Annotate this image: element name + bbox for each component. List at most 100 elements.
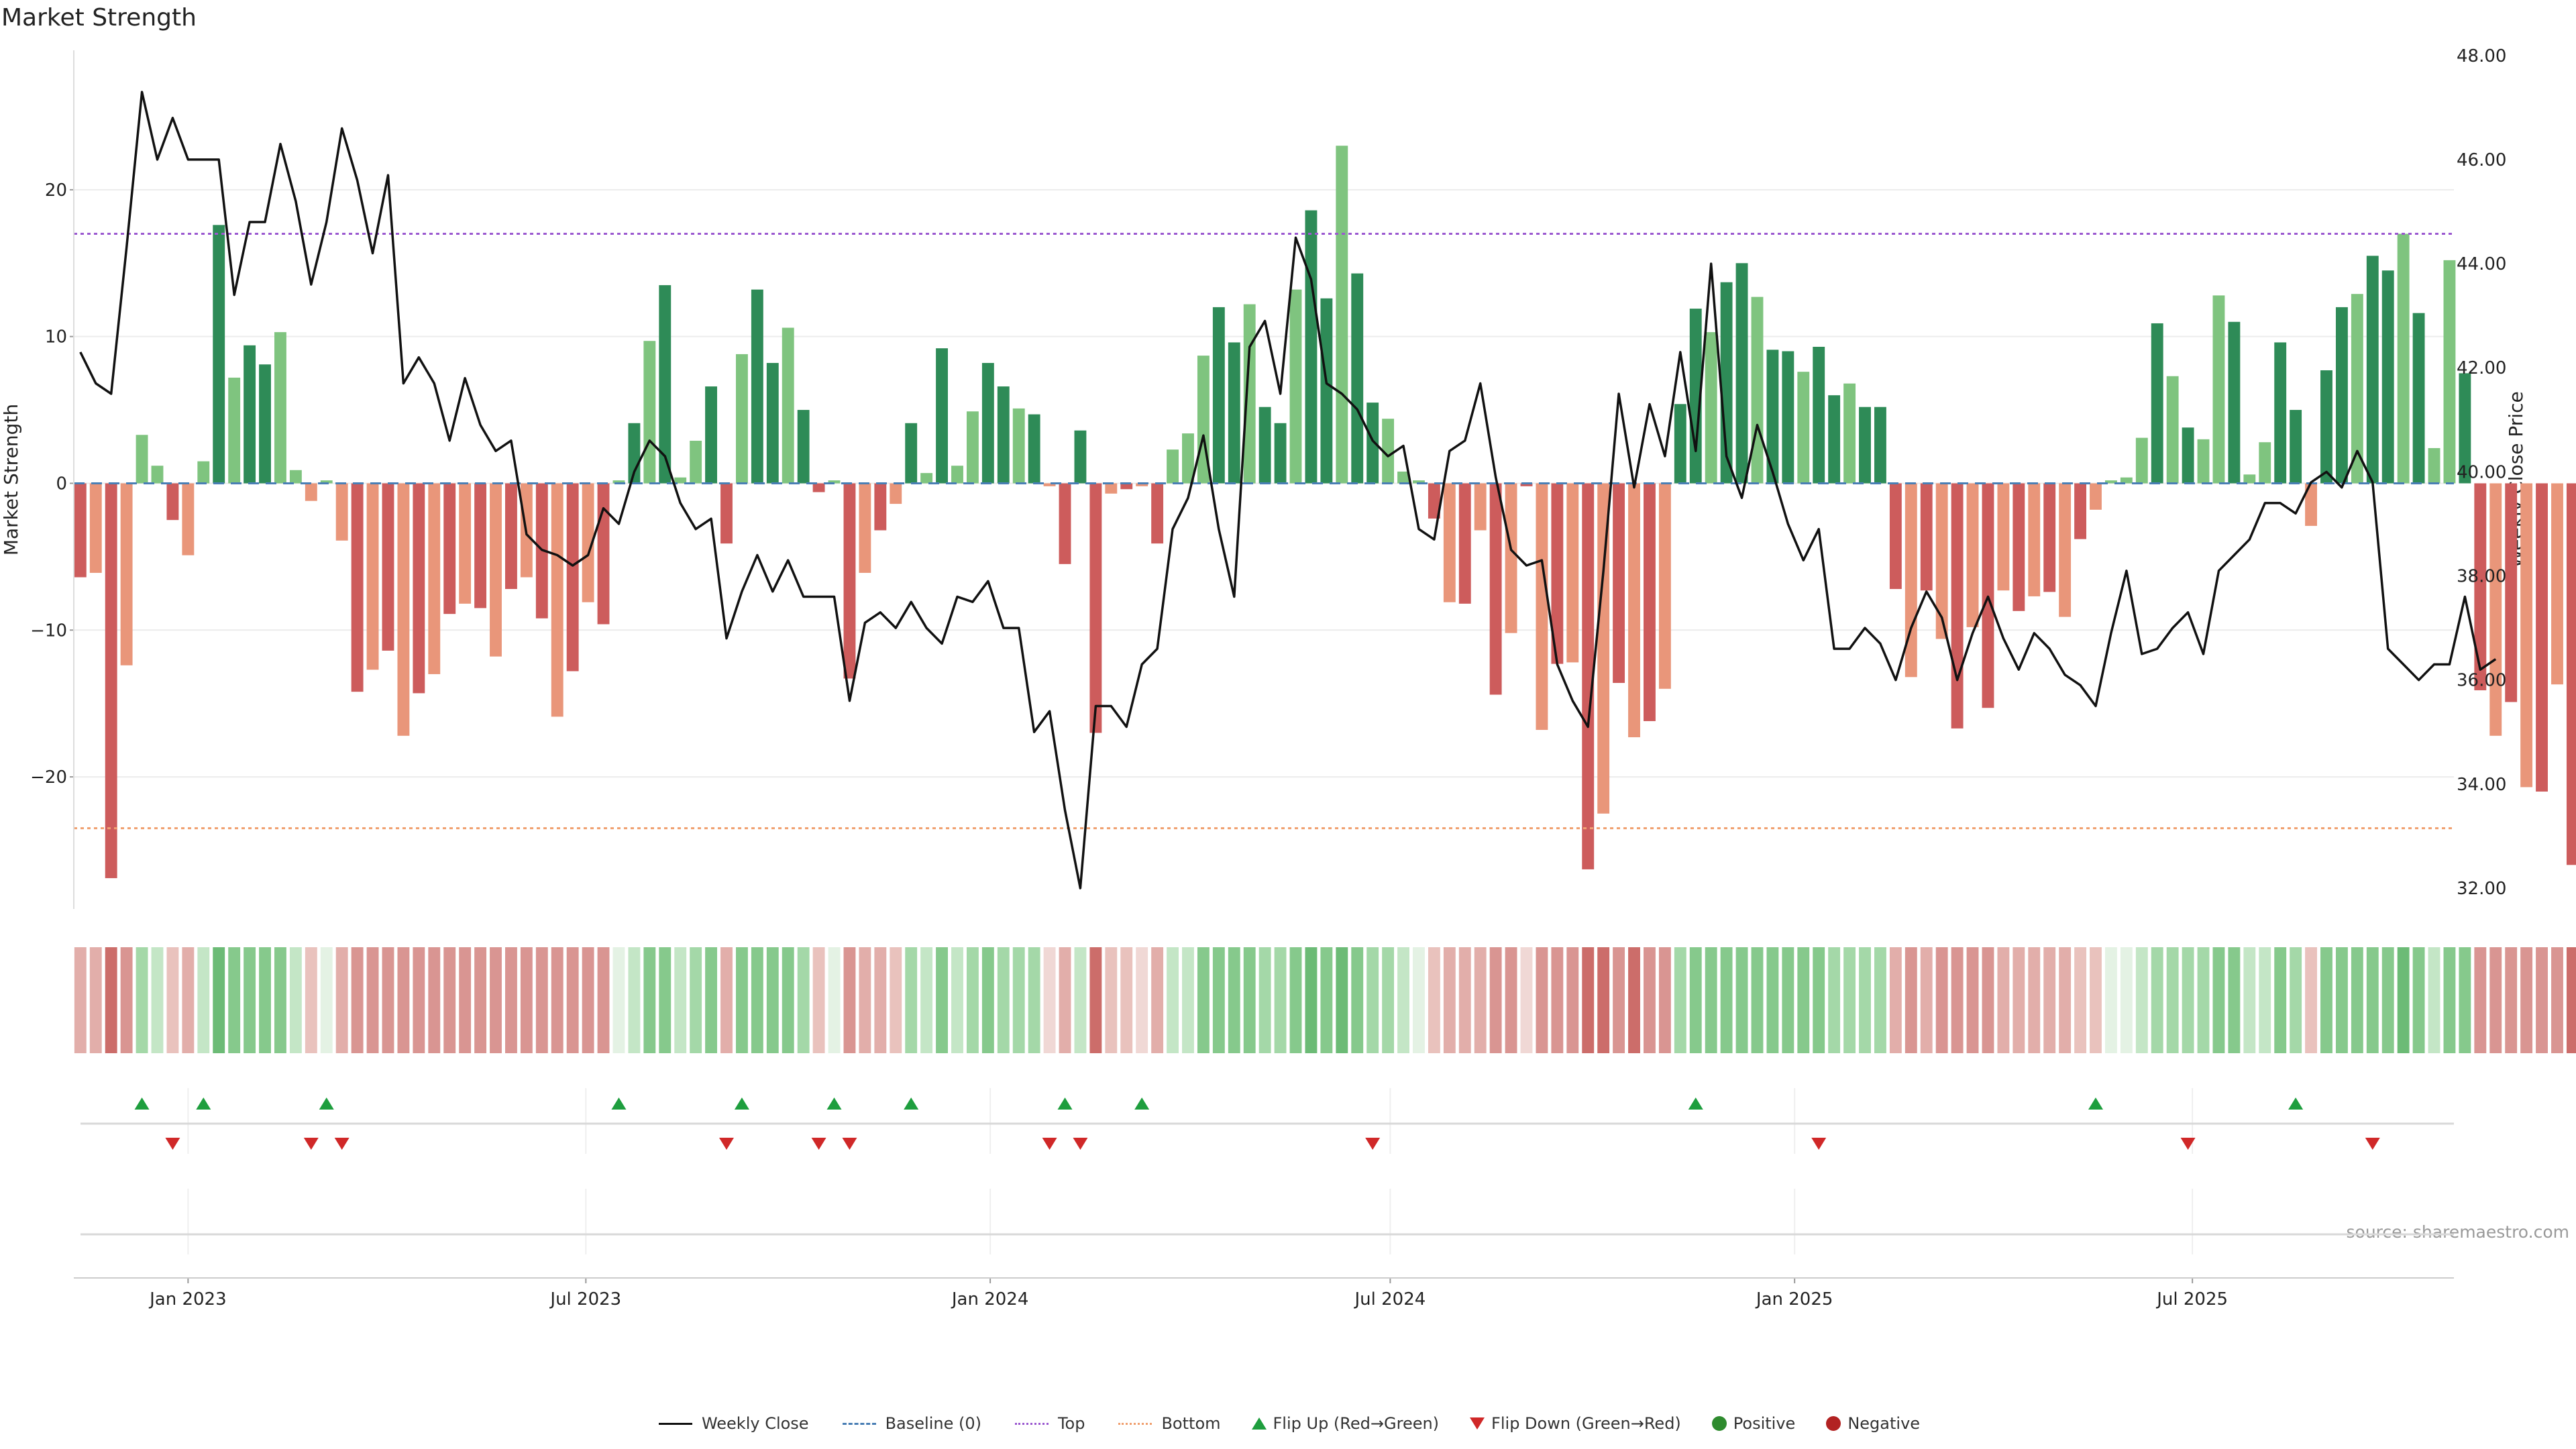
heat-cell <box>735 947 748 1053</box>
legend-weekly-close[interactable]: Weekly Close <box>656 1414 809 1433</box>
strength-bar <box>1797 372 1810 484</box>
strength-bar <box>151 466 164 484</box>
flip-down-marker <box>718 1138 734 1150</box>
heat-cell <box>2505 947 2518 1053</box>
strength-bar <box>1105 483 1118 494</box>
strength-bar <box>1089 483 1102 733</box>
strength-bar <box>1658 483 1671 689</box>
heat-cell <box>1951 947 1964 1053</box>
heat-cell <box>797 947 810 1053</box>
strength-bar <box>659 285 672 484</box>
strength-bar <box>1489 483 1502 695</box>
strength-bar <box>2104 480 2117 484</box>
legend-flip-down[interactable]: Flip Down (Green→Red) <box>1470 1414 1681 1433</box>
strength-bar <box>2135 437 2148 484</box>
heat-cell <box>1966 947 1979 1053</box>
heat-cell <box>1751 947 1764 1053</box>
strength-bar <box>2459 373 2471 484</box>
heat-cell <box>828 947 841 1053</box>
flip-down-marker <box>303 1138 319 1150</box>
strength-bar <box>1628 483 1640 737</box>
heat-cell <box>659 947 672 1053</box>
heat-cell <box>1074 947 1087 1053</box>
strength-bar <box>2366 256 2379 484</box>
heat-cell <box>597 947 610 1053</box>
strength-bar <box>1551 483 1564 664</box>
heat-cell <box>1274 947 1287 1053</box>
heat-cell <box>244 947 256 1053</box>
strength-bar <box>751 289 763 484</box>
strength-bar <box>720 483 733 544</box>
heat-cell <box>382 947 394 1053</box>
flip-up-marker <box>904 1097 919 1110</box>
heat-cell <box>1320 947 1333 1053</box>
heat-cell <box>1874 947 1886 1053</box>
heat-cell <box>766 947 779 1053</box>
legend-positive[interactable]: Positive <box>1711 1414 1795 1433</box>
strength-bar <box>597 483 610 625</box>
legend-baseline[interactable]: Baseline (0) <box>840 1414 981 1433</box>
heat-cell <box>151 947 164 1053</box>
heat-cell <box>1859 947 1871 1053</box>
chart-title: Market Strength <box>1 4 197 32</box>
y2-tick-label: 36.00 <box>2457 671 2506 691</box>
strength-bar <box>1751 297 1764 484</box>
strength-bar <box>2259 442 2271 484</box>
strength-bar <box>1597 483 1610 814</box>
strength-bar <box>551 483 564 717</box>
strength-bar <box>244 345 256 484</box>
heat-cell <box>2536 947 2548 1053</box>
flip-up-marker <box>1057 1097 1073 1110</box>
strength-bar <box>997 386 1010 484</box>
heat-cell <box>612 947 625 1053</box>
strength-bar <box>89 483 102 573</box>
heat-cell <box>1628 947 1640 1053</box>
heat-cell <box>874 947 887 1053</box>
heat-cell <box>2259 947 2271 1053</box>
strength-bar <box>351 483 364 692</box>
strength-bar <box>2012 483 2025 611</box>
strength-bar <box>2335 307 2348 484</box>
strength-bar <box>1443 483 1456 602</box>
source-note: source: sharemaestro.com <box>2347 1222 2570 1242</box>
strength-bar <box>951 466 963 484</box>
legend-bottom[interactable]: Bottom <box>1116 1414 1221 1433</box>
strength-bar <box>2489 483 2502 736</box>
strength-bar <box>905 423 918 484</box>
strength-bar <box>2274 342 2287 484</box>
heat-cell <box>1813 947 1825 1053</box>
x-tick-label: Jan 2023 <box>148 1289 227 1309</box>
strength-bar <box>1336 146 1348 484</box>
strength-bar <box>428 483 441 674</box>
strength-bar <box>2120 477 2133 484</box>
legend-negative[interactable]: Negative <box>1826 1414 1920 1433</box>
heat-cell <box>1028 947 1040 1053</box>
strength-bar <box>228 377 241 484</box>
legend-flip-up[interactable]: Flip Up (Red→Green) <box>1251 1414 1440 1433</box>
legend-flip-up-label: Flip Up (Red→Green) <box>1273 1414 1440 1433</box>
strength-bar <box>2520 483 2533 788</box>
dotted-line-swatch-icon <box>1116 1415 1155 1432</box>
heat-cell <box>351 947 364 1053</box>
strength-bar <box>2151 323 2163 484</box>
strength-bar <box>382 483 394 651</box>
strength-bar <box>2290 410 2302 484</box>
legend-bottom-label: Bottom <box>1161 1414 1221 1433</box>
strength-bar <box>612 480 625 484</box>
heat-cell <box>2305 947 2317 1053</box>
strength-bar <box>966 411 979 484</box>
strength-bar <box>582 483 594 602</box>
flip-down-marker <box>2365 1138 2380 1150</box>
y2-tick-label: 32.00 <box>2457 879 2506 899</box>
y-tick-label: −10 <box>30 621 67 641</box>
heat-cell <box>459 947 472 1053</box>
heat-cell <box>1428 947 1440 1053</box>
strength-bar <box>1689 309 1702 484</box>
heat-cell <box>812 947 825 1053</box>
strength-bar <box>2320 370 2332 484</box>
legend-top[interactable]: Top <box>1012 1414 1085 1433</box>
strength-bar <box>490 483 502 657</box>
heat-cell <box>720 947 733 1053</box>
strength-bar <box>120 483 133 665</box>
